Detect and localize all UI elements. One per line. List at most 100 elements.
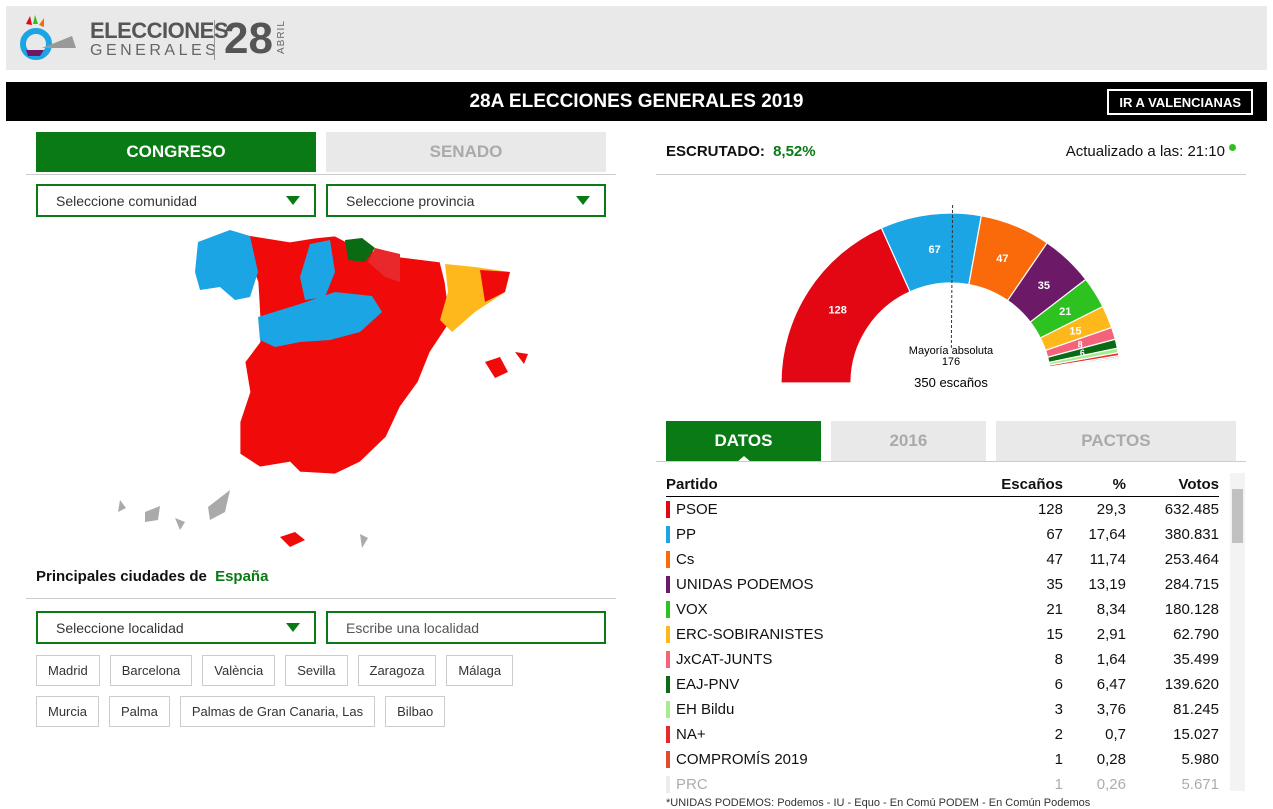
seat-label: 47 [996,253,1008,265]
city-buttons: Madrid Barcelona València Sevilla Zaragoza Má… [36,655,566,737]
party-percent: 17,64 [1088,526,1126,543]
column-header: Escaños [1001,475,1063,493]
updated-time: Actualizado a las: 21:10 [1065,143,1225,160]
cities-heading-text: Principales ciudades de [36,568,207,585]
party-percent: 0,26 [1096,776,1126,793]
column-header: Partido [666,475,718,493]
party-row: PSOE 128 29,3 632.485 [666,497,1219,522]
city-button[interactable]: Sevilla [285,655,348,686]
map-blue-castilla [258,292,382,347]
seat-label: 128 [828,305,846,317]
party-row: NA+ 2 0,7 15.027 [666,722,1219,747]
data-tab[interactable]: DATOS [666,421,821,461]
data-tab[interactable]: PACTOS [995,421,1236,461]
party-color [666,501,670,518]
party-seats: 47 [1046,551,1063,568]
column-header: % [1112,475,1126,493]
column-header: Votos [1178,475,1219,493]
party-color [666,526,670,543]
city-select[interactable]: Seleccione localidad [36,611,316,644]
chamber-tab[interactable]: SENADO [326,132,606,172]
party-seats: 2 [1054,726,1063,743]
party-row: ERC-SOBIRANISTES 15 2,91 62.790 [666,622,1219,647]
data-tabs: DATOS 2016 PACTOS [666,421,1236,461]
map-euskadi [345,238,375,262]
logo-line1: ELECCIONES [90,18,229,43]
party-percent: 13,19 [1088,576,1126,593]
tab-pointer [737,456,751,462]
city-button[interactable]: Palma [109,696,170,727]
party-row: COMPROMÍS 2019 1 0,28 5.980 [666,747,1219,772]
party-row: JxCAT-JUNTS 8 1,64 35.499 [666,647,1219,672]
logo-line2: GENERALES [90,42,220,59]
party-percent: 29,3 [1096,501,1126,518]
party-votes: 253.464 [1164,551,1219,568]
footnote: *UNIDAS PODEMOS: Podemos - IU - Equo - E… [666,797,1091,809]
cities-place: España [215,568,269,585]
city-button[interactable]: València [202,655,276,686]
party-percent: 8,34 [1096,601,1126,618]
party-votes: 139.620 [1164,676,1219,693]
table-header: Partido Escaños% Votos [666,472,1219,497]
party-seats: 6 [1054,676,1063,693]
total-seats-unit: escaños [939,375,988,390]
party-seats: 21 [1046,601,1063,618]
party-color [666,776,670,793]
party-row: Cs 47 11,74 253.464 [666,547,1219,572]
scrutiny: ESCRUTADO: 8,52% [666,143,816,160]
party-name: COMPROMÍS 2019 [676,751,808,768]
party-votes: 15.027 [1173,726,1219,743]
divider [656,461,1246,462]
scrollbar-thumb[interactable] [1232,489,1243,543]
party-percent: 6,47 [1096,676,1126,693]
city-button[interactable]: Bilbao [385,696,446,727]
live-dot [1229,144,1236,151]
scrutiny-label: ESCRUTADO: [666,143,765,160]
map [118,230,528,548]
valencianas-button[interactable]: IR A VALENCIANAS [1107,89,1253,115]
scrollbar [1230,473,1245,791]
scrutiny-value: 8,52% [773,143,816,160]
dropdown-arrow [286,196,300,205]
region-select[interactable]: Seleccione provincia [326,184,606,217]
party-color [666,551,670,568]
party-votes: 380.831 [1164,526,1219,543]
party-votes: 81.245 [1173,701,1219,718]
seat-label: 67 [929,244,941,256]
party-row: EAJ-PNV 6 6,47 139.620 [666,672,1219,697]
dropdown-arrow [576,196,590,205]
city-select-text: Seleccione localidad [56,619,184,636]
city-button[interactable]: Málaga [446,655,514,686]
dropdown-arrow [286,623,300,632]
city-button[interactable]: Palmas de Gran Canaria, Las [179,696,376,727]
top-bar: ELECCIONES GENERALES 28 ABRIL [6,6,1267,70]
city-search[interactable]: Escribe una localidad [326,611,606,644]
chamber-tab[interactable]: CONGRESO [36,132,316,172]
city-button[interactable]: Barcelona [109,655,193,686]
party-percent: 2,91 [1096,626,1126,643]
region-select[interactable]: Seleccione comunidad [36,184,316,217]
logo-month: ABRIL [276,20,287,54]
party-percent: 11,74 [1089,551,1126,568]
region-select-text: Seleccione comunidad [56,192,197,209]
party-name: EAJ-PNV [676,676,740,693]
party-color [666,576,670,593]
party-name: EH Bildu [676,701,735,718]
total-seats-value: 350 [914,375,936,390]
city-button[interactable]: Zaragoza [357,655,437,686]
city-button[interactable]: Murcia [36,696,100,727]
map-ceuta [280,532,305,547]
party-percent: 1,64 [1096,651,1126,668]
party-votes: 5.980 [1181,751,1219,768]
party-color [666,751,670,768]
city-button[interactable]: Madrid [36,655,100,686]
logo-divider [214,20,215,60]
party-color [666,601,670,618]
party-seats: 1 [1054,751,1063,768]
party-name: JxCAT-JUNTS [676,651,773,668]
party-name: ERC-SOBIRANISTES [676,626,824,643]
party-seats: 67 [1046,526,1063,543]
data-tab[interactable]: 2016 [830,421,986,461]
party-seats: 1 [1054,776,1063,793]
